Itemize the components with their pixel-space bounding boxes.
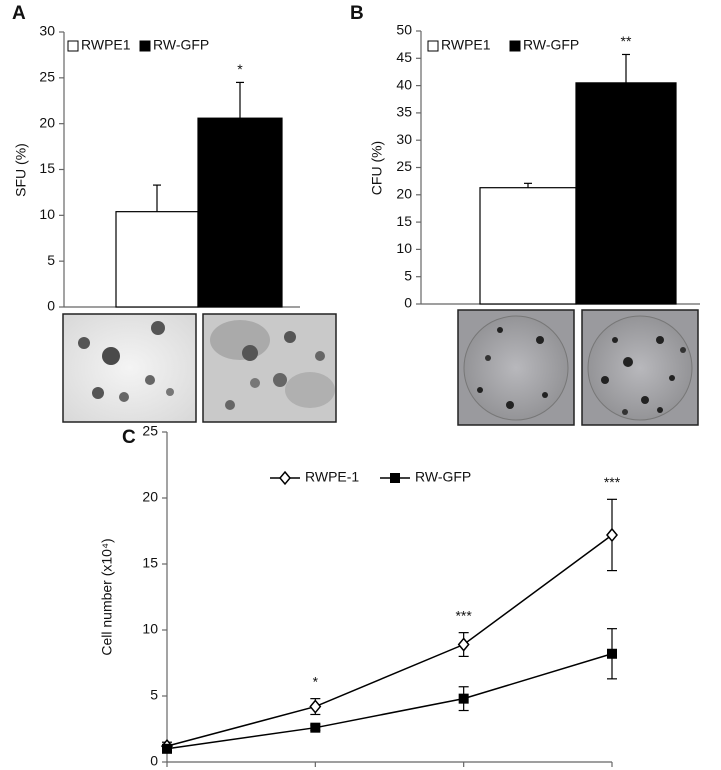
y-tick-label: 15 [142, 555, 158, 571]
legend-swatch [427, 40, 439, 52]
y-axis-label: CFU (%) [369, 141, 385, 195]
significance: ** [621, 33, 632, 49]
legend-marker [390, 473, 400, 483]
legend-swatch [139, 40, 151, 52]
y-tick-label: 25 [39, 69, 55, 85]
bar [479, 187, 577, 305]
bar [197, 117, 283, 308]
point [607, 648, 617, 659]
y-tick-label: 20 [396, 186, 412, 202]
y-axis-label: SFU (%) [13, 143, 29, 197]
legend-label: RWPE1 [81, 37, 131, 53]
y-tick-label: 5 [47, 252, 55, 268]
y-tick-label: 10 [142, 621, 158, 637]
y-tick-label: 0 [47, 298, 55, 314]
significance: * [313, 673, 319, 689]
legend-label: RW-GFP [415, 469, 471, 485]
y-tick-label: 40 [396, 76, 412, 92]
point [457, 637, 470, 652]
panel-label: A [12, 3, 26, 24]
y-tick-label: 10 [396, 240, 412, 256]
y-tick-label: 5 [404, 267, 412, 283]
bar [115, 211, 199, 308]
y-tick-label: 0 [150, 753, 158, 769]
photo-rwgfp-sphere [202, 313, 337, 423]
legend-label: RWPE-1 [305, 469, 359, 485]
y-tick-label: 30 [396, 131, 412, 147]
y-tick-label: 10 [39, 206, 55, 222]
legend-marker [279, 470, 291, 486]
y-tick-label: 30 [39, 23, 55, 39]
photo-rwgfp-colony [581, 309, 699, 426]
series-line [166, 534, 613, 747]
point [606, 527, 618, 543]
point [162, 743, 172, 754]
bar [575, 82, 677, 305]
y-tick-label: 20 [39, 114, 55, 130]
photo-rwpe1-sphere [62, 313, 197, 423]
y-tick-label: 20 [142, 489, 158, 505]
significance: * [237, 61, 243, 77]
point [309, 699, 322, 714]
series-line [166, 653, 613, 750]
significance: *** [604, 474, 621, 490]
y-tick-label: 15 [396, 213, 412, 229]
y-tick-label: 15 [39, 160, 55, 176]
legend-swatch [67, 40, 79, 52]
legend-swatch [509, 40, 521, 52]
y-tick-label: 5 [150, 687, 158, 703]
y-tick-label: 25 [396, 158, 412, 174]
y-tick-label: 0 [404, 295, 412, 311]
legend-label: RW-GFP [153, 37, 209, 53]
y-tick-label: 25 [142, 423, 158, 439]
photo-rwpe1-colony [457, 309, 575, 426]
point [458, 693, 469, 704]
panel-label: B [350, 3, 364, 24]
y-axis-label: Cell number (x10⁴) [99, 538, 115, 655]
y-tick-label: 50 [396, 22, 412, 38]
y-tick-label: 35 [396, 104, 412, 120]
y-tick-label: 45 [396, 49, 412, 65]
panel-label: C [122, 427, 136, 448]
legend-label: RWPE1 [441, 37, 491, 53]
significance: *** [455, 607, 472, 623]
point [310, 722, 321, 733]
legend-label: RW-GFP [523, 37, 579, 53]
